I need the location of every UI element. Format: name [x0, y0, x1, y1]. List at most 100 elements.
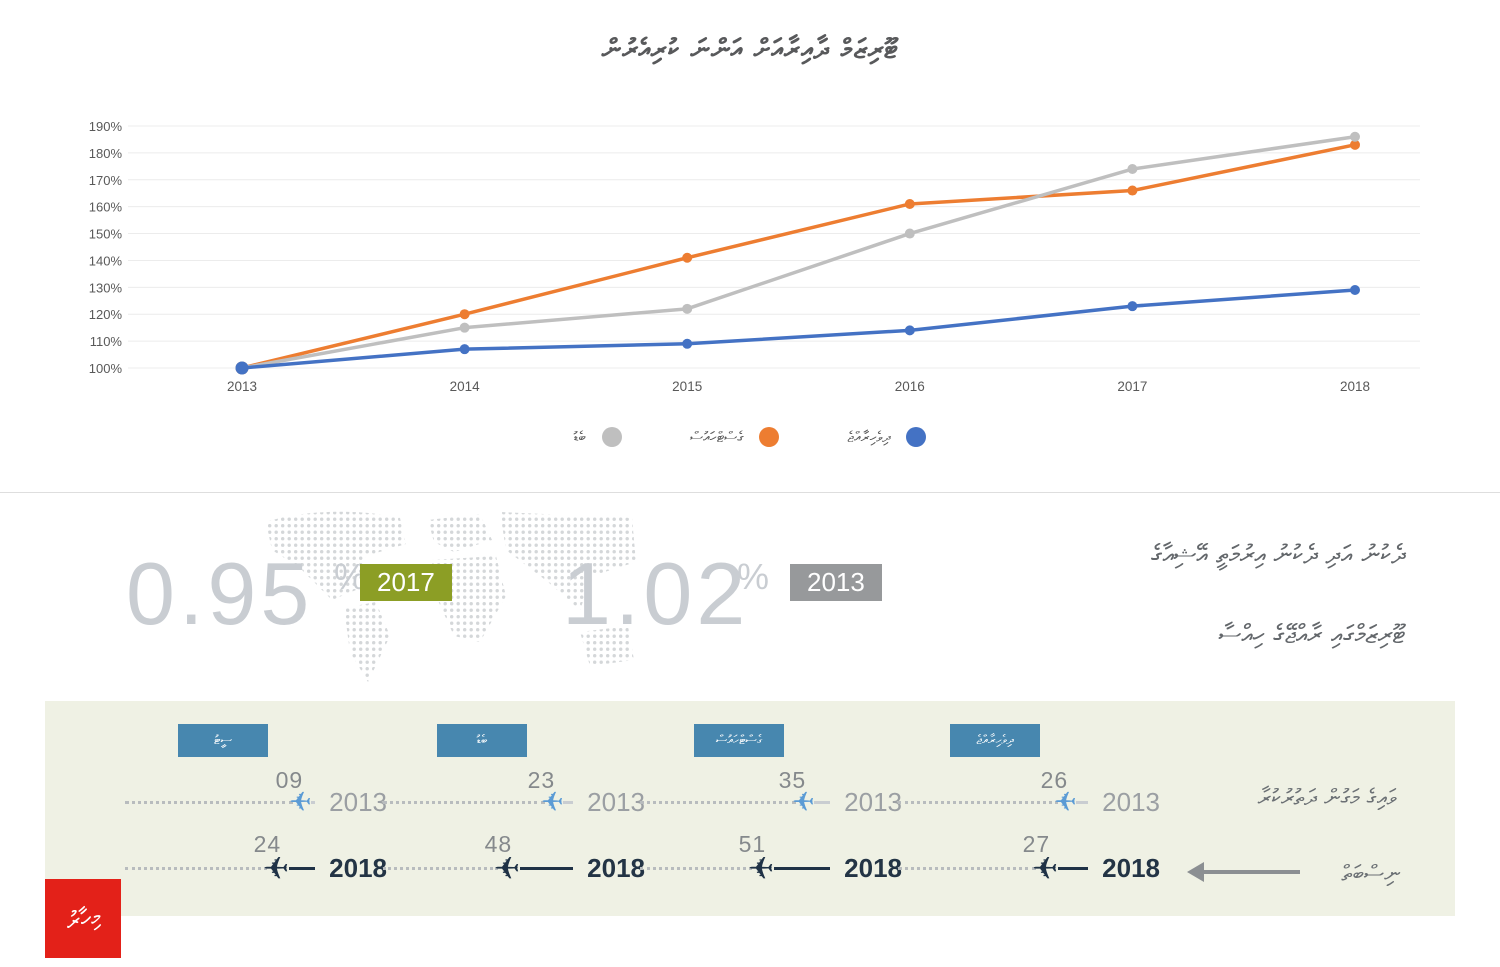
- legend-label: ދިވެހިރާއްޖެ: [847, 428, 891, 446]
- dotted-leader-line: [898, 801, 1058, 804]
- row-2018: 27 ✈ 2018: [898, 831, 1160, 886]
- dotted-leader-line: [898, 867, 1037, 870]
- row-2018: 24 ✈ 2018: [125, 831, 387, 886]
- legend-entry-beds: ބެޑު: [574, 427, 622, 447]
- stats-description-line2: ޓޫރިޒަމްގައި ރާއްޖޭގެ ހިއްސާ: [1218, 620, 1405, 650]
- airplane-icon: ✈: [748, 851, 775, 886]
- value-2018: 24: [253, 831, 282, 857]
- plane-block: 23 ✈: [528, 767, 564, 817]
- category-column: 35 ✈ 2013 51 ✈ 2018: [640, 701, 902, 916]
- svg-text:180%: 180%: [89, 146, 123, 161]
- airplane-icon: ✈: [494, 851, 521, 886]
- air-travel-panel: ސީޓު ބެޑު ގެސްޓްހައުސް ދިވެހިރާއްޖެ 09 ✈…: [45, 701, 1455, 916]
- legend-entry-guesthouse: ގެސްޓްހައުސް: [690, 427, 780, 447]
- plane-block: 24 ✈: [254, 831, 290, 886]
- value-2013: 35: [778, 767, 807, 793]
- legend-label: ބެޑު: [573, 428, 586, 446]
- svg-text:2014: 2014: [450, 379, 481, 394]
- svg-text:2013: 2013: [227, 379, 257, 394]
- trail-line: [814, 801, 831, 804]
- airplane-icon: ✈: [791, 787, 815, 817]
- year-label-2018: 2018: [587, 853, 645, 883]
- category-column: 23 ✈ 2013 48 ✈ 2018: [383, 701, 645, 916]
- year-label-2013: 2013: [1102, 787, 1160, 817]
- svg-text:190%: 190%: [89, 119, 123, 134]
- blue-series-dot-icon: [906, 427, 927, 447]
- plane-block: 27 ✈: [1023, 831, 1059, 886]
- value-2018: 27: [1022, 831, 1051, 857]
- gray-series-dot-icon: [601, 427, 622, 447]
- year-label-2018: 2018: [1102, 853, 1160, 883]
- legend-entry-maldives: ދިވެހިރާއްޖެ: [847, 427, 927, 447]
- value-2013: 23: [527, 767, 556, 793]
- svg-text:150%: 150%: [89, 227, 123, 242]
- dotted-leader-line: [640, 801, 796, 804]
- note-line2: ނިސްބަތް: [1341, 861, 1400, 887]
- value-2013: 26: [1040, 767, 1069, 793]
- row-2013: 26 ✈ 2013: [898, 767, 1160, 818]
- svg-text:2015: 2015: [672, 379, 702, 394]
- dotted-leader-line: [125, 867, 268, 870]
- dotted-leader-line: [383, 867, 499, 870]
- note-line1: ވައިގެ މަގުން ދަތުރުކުރާ: [1257, 785, 1397, 811]
- svg-text:130%: 130%: [89, 280, 123, 295]
- airplane-icon: ✈: [263, 851, 290, 886]
- year-label-2013: 2013: [844, 787, 902, 817]
- share-2017-value: 0.95: [126, 544, 314, 643]
- dotted-leader-line: [125, 801, 293, 804]
- svg-text:2018: 2018: [1340, 379, 1370, 394]
- value-2018: 51: [738, 831, 767, 857]
- svg-text:2016: 2016: [895, 379, 925, 394]
- plane-block: 35 ✈: [779, 767, 815, 817]
- trail-line: [774, 867, 831, 870]
- dotted-leader-line: [640, 867, 753, 870]
- plane-block: 26 ✈: [1041, 767, 1077, 817]
- dotted-leader-line: [383, 801, 545, 804]
- orange-series-dot-icon: [759, 427, 780, 447]
- trail-line: [289, 867, 316, 870]
- year-label-2018: 2018: [329, 853, 387, 883]
- mihaaru-logo-text: މިހާރު: [63, 901, 103, 936]
- legend-label: ގެސްޓްހައުސް: [689, 428, 744, 446]
- share-2013-percent-sign: %: [737, 556, 770, 597]
- trail-line: [311, 801, 316, 804]
- svg-text:170%: 170%: [89, 173, 123, 188]
- trail-line: [520, 867, 574, 870]
- value-2013: 09: [275, 767, 304, 793]
- trail-line: [1058, 867, 1089, 870]
- row-2018: 51 ✈ 2018: [640, 831, 902, 886]
- mihaaru-logo: މިހާރު: [45, 879, 121, 958]
- airplane-icon: ✈: [288, 787, 312, 817]
- growth-line-chart: 190% 180% 170% 160% 150% 140% 130% 120% 110% 100%…: [89, 119, 1420, 394]
- row-2018: 48 ✈ 2018: [383, 831, 645, 886]
- plane-block: 09 ✈: [276, 767, 312, 817]
- category-header-maldives: ދިވެހިރާއްޖެ: [950, 724, 1040, 757]
- badge-2017: 2017: [360, 564, 452, 601]
- value-2018: 48: [484, 831, 513, 857]
- row-2013: 23 ✈ 2013: [383, 767, 645, 818]
- trail-line: [1076, 801, 1089, 804]
- section-divider: [0, 492, 1500, 493]
- airplane-icon: ✈: [540, 787, 564, 817]
- plane-block: 48 ✈: [485, 831, 521, 886]
- row-2013: 09 ✈ 2013: [125, 767, 387, 818]
- year-label-2013: 2013: [329, 787, 387, 817]
- svg-text:160%: 160%: [89, 200, 123, 215]
- year-label-2013: 2013: [587, 787, 645, 817]
- plane-block: 51 ✈: [739, 831, 775, 886]
- svg-text:120%: 120%: [89, 307, 123, 322]
- category-header-guesthouse: ގެސްޓްހައުސް: [694, 724, 784, 757]
- year-label-2018: 2018: [844, 853, 902, 883]
- svg-text:110%: 110%: [90, 334, 123, 349]
- category-header-beds: ބެޑު: [437, 724, 527, 757]
- chart-legend: ބެޑު ގެސްޓްހައުސް ދިވެހިރާއްޖެ: [0, 427, 1500, 447]
- category-column: 09 ✈ 2013 24 ✈ 2018: [125, 701, 387, 916]
- svg-text:140%: 140%: [89, 253, 123, 268]
- world-map-dots-image: [266, 511, 636, 682]
- airplane-icon: ✈: [1032, 851, 1059, 886]
- category-column: 26 ✈ 2013 27 ✈ 2018: [898, 701, 1160, 916]
- category-header-seats: ސީޓު: [178, 724, 268, 757]
- svg-text:2017: 2017: [1117, 379, 1147, 394]
- svg-text:100%: 100%: [89, 361, 123, 376]
